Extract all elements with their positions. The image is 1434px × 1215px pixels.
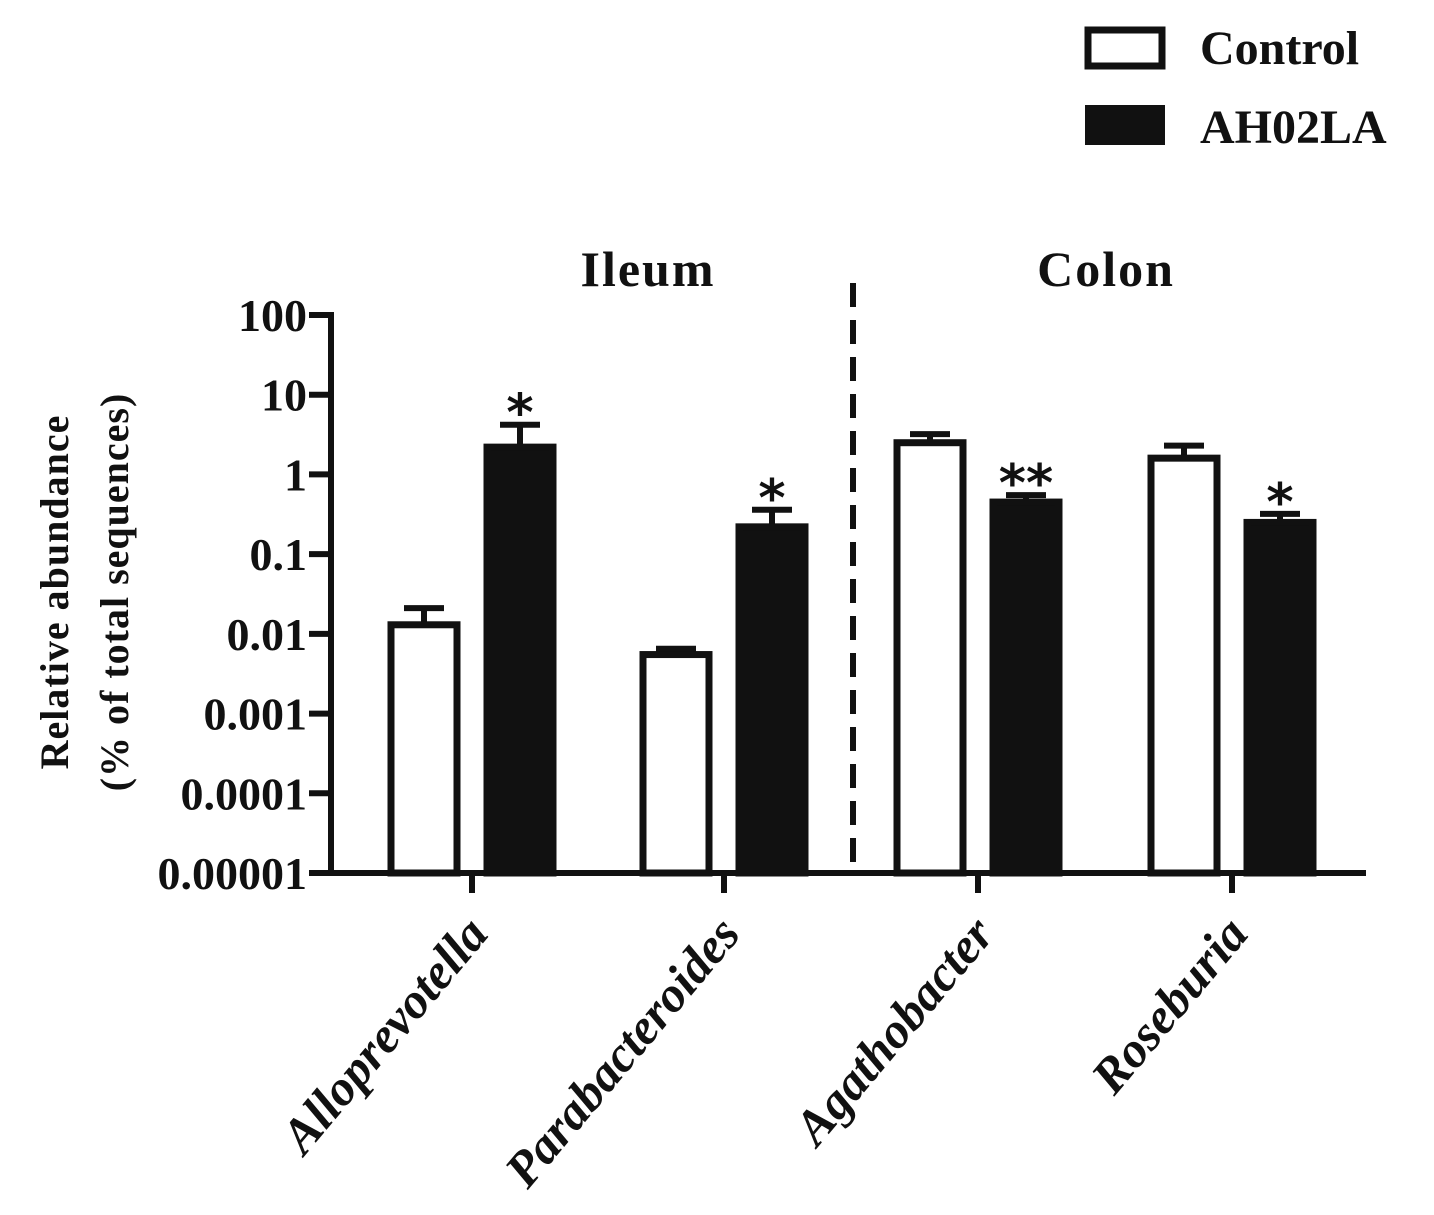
bar-control-parabacteroides [639,651,713,877]
bar-ah02la-alloprevotella [483,443,557,877]
significance-marker: * [1266,473,1293,533]
y-tick-labels: 100 10 1 0.1 0.01 0.001 0.0001 0.00001 [158,290,308,899]
region-label-ileum: Ileum [581,241,716,297]
bar-ah02la-agathobacter [989,498,1063,877]
y-axis-title-line2: (% of total sequences) [92,393,137,792]
significance-marker: ** [999,454,1053,514]
category-label: Roseburia [1079,906,1258,1105]
y-tick-label: 100 [238,290,307,341]
y-tick-label: 0.01 [227,609,308,660]
y-tick-label: 0.1 [250,529,308,580]
bar-control-alloprevotella [387,621,461,877]
region-label-colon: Colon [1037,241,1175,297]
category-label: Parabacteroides [493,906,751,1198]
bar-ah02la-roseburia [1243,518,1317,877]
y-tick-label: 1 [284,449,307,500]
bars: ** ** * [387,384,1317,877]
category-label: Agathobacter [781,906,1005,1158]
bar-control-roseburia [1147,454,1221,877]
y-tick-label: 10 [261,370,307,421]
significance-marker: * [506,384,533,444]
significance-marker: * [758,469,785,529]
y-axis-title: Relative abundance (% of total sequences… [32,393,137,792]
legend-swatch-ah02la [1085,105,1165,145]
category-label: Alloprevotella [268,906,498,1166]
legend-label-ah02la: AH02LA [1200,101,1387,154]
y-axis-title-line1: Relative abundance [32,415,77,770]
bar-ah02la-parabacteroides [735,523,809,877]
y-tick-label: 0.00001 [158,848,308,899]
legend-label-control: Control [1200,22,1359,75]
legend-swatch-control [1084,26,1166,70]
legend: Control AH02LA [1084,22,1387,154]
y-tick-label: 0.0001 [181,768,308,819]
bar-control-agathobacter [893,439,967,877]
y-tick-label: 0.001 [204,689,308,740]
